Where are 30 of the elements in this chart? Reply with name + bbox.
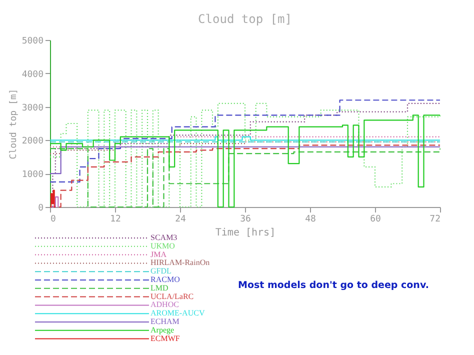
x-tick-label: 0 [50,214,56,224]
text: GFDL [150,266,172,276]
text: ECMWF [150,334,180,343]
y-tick-label: 5000 [22,36,44,46]
text: HIRLAM-RainOn [150,258,210,268]
x-axis-title: Time [hrs] [215,228,276,238]
x-tick-label: 24 [175,214,186,224]
text: RACMO [150,275,180,284]
text: UKMO [150,241,176,250]
text: JMA [150,250,167,259]
y-tick-label: 4000 [22,70,44,80]
x-tick-label: 12 [110,214,121,224]
y-tick-label: 1000 [22,170,44,180]
text: SCAM3 [150,233,178,242]
y-axis-title: Cloud top [m] [8,88,19,160]
text: Most models don't go to deep conv. [238,280,429,291]
x-tick-label: 72 [430,214,440,224]
text: ADHOC [150,300,179,310]
x-tick-label: 48 [305,214,316,224]
chart-title: Cloud top [m] [198,12,292,26]
text: Arpege [150,325,174,334]
text: LMD [150,283,168,292]
y-tick-label: 2000 [22,136,44,147]
y-tick-label: 3000 [22,103,44,114]
text: UCLA/LaRC [150,292,194,301]
text: ECHAM [150,317,180,326]
x-tick-label: 36 [240,214,251,224]
text: AROME-AUCV [150,308,205,318]
y-tick-label: 0 [38,204,44,214]
x-tick-label: 60 [370,214,381,224]
